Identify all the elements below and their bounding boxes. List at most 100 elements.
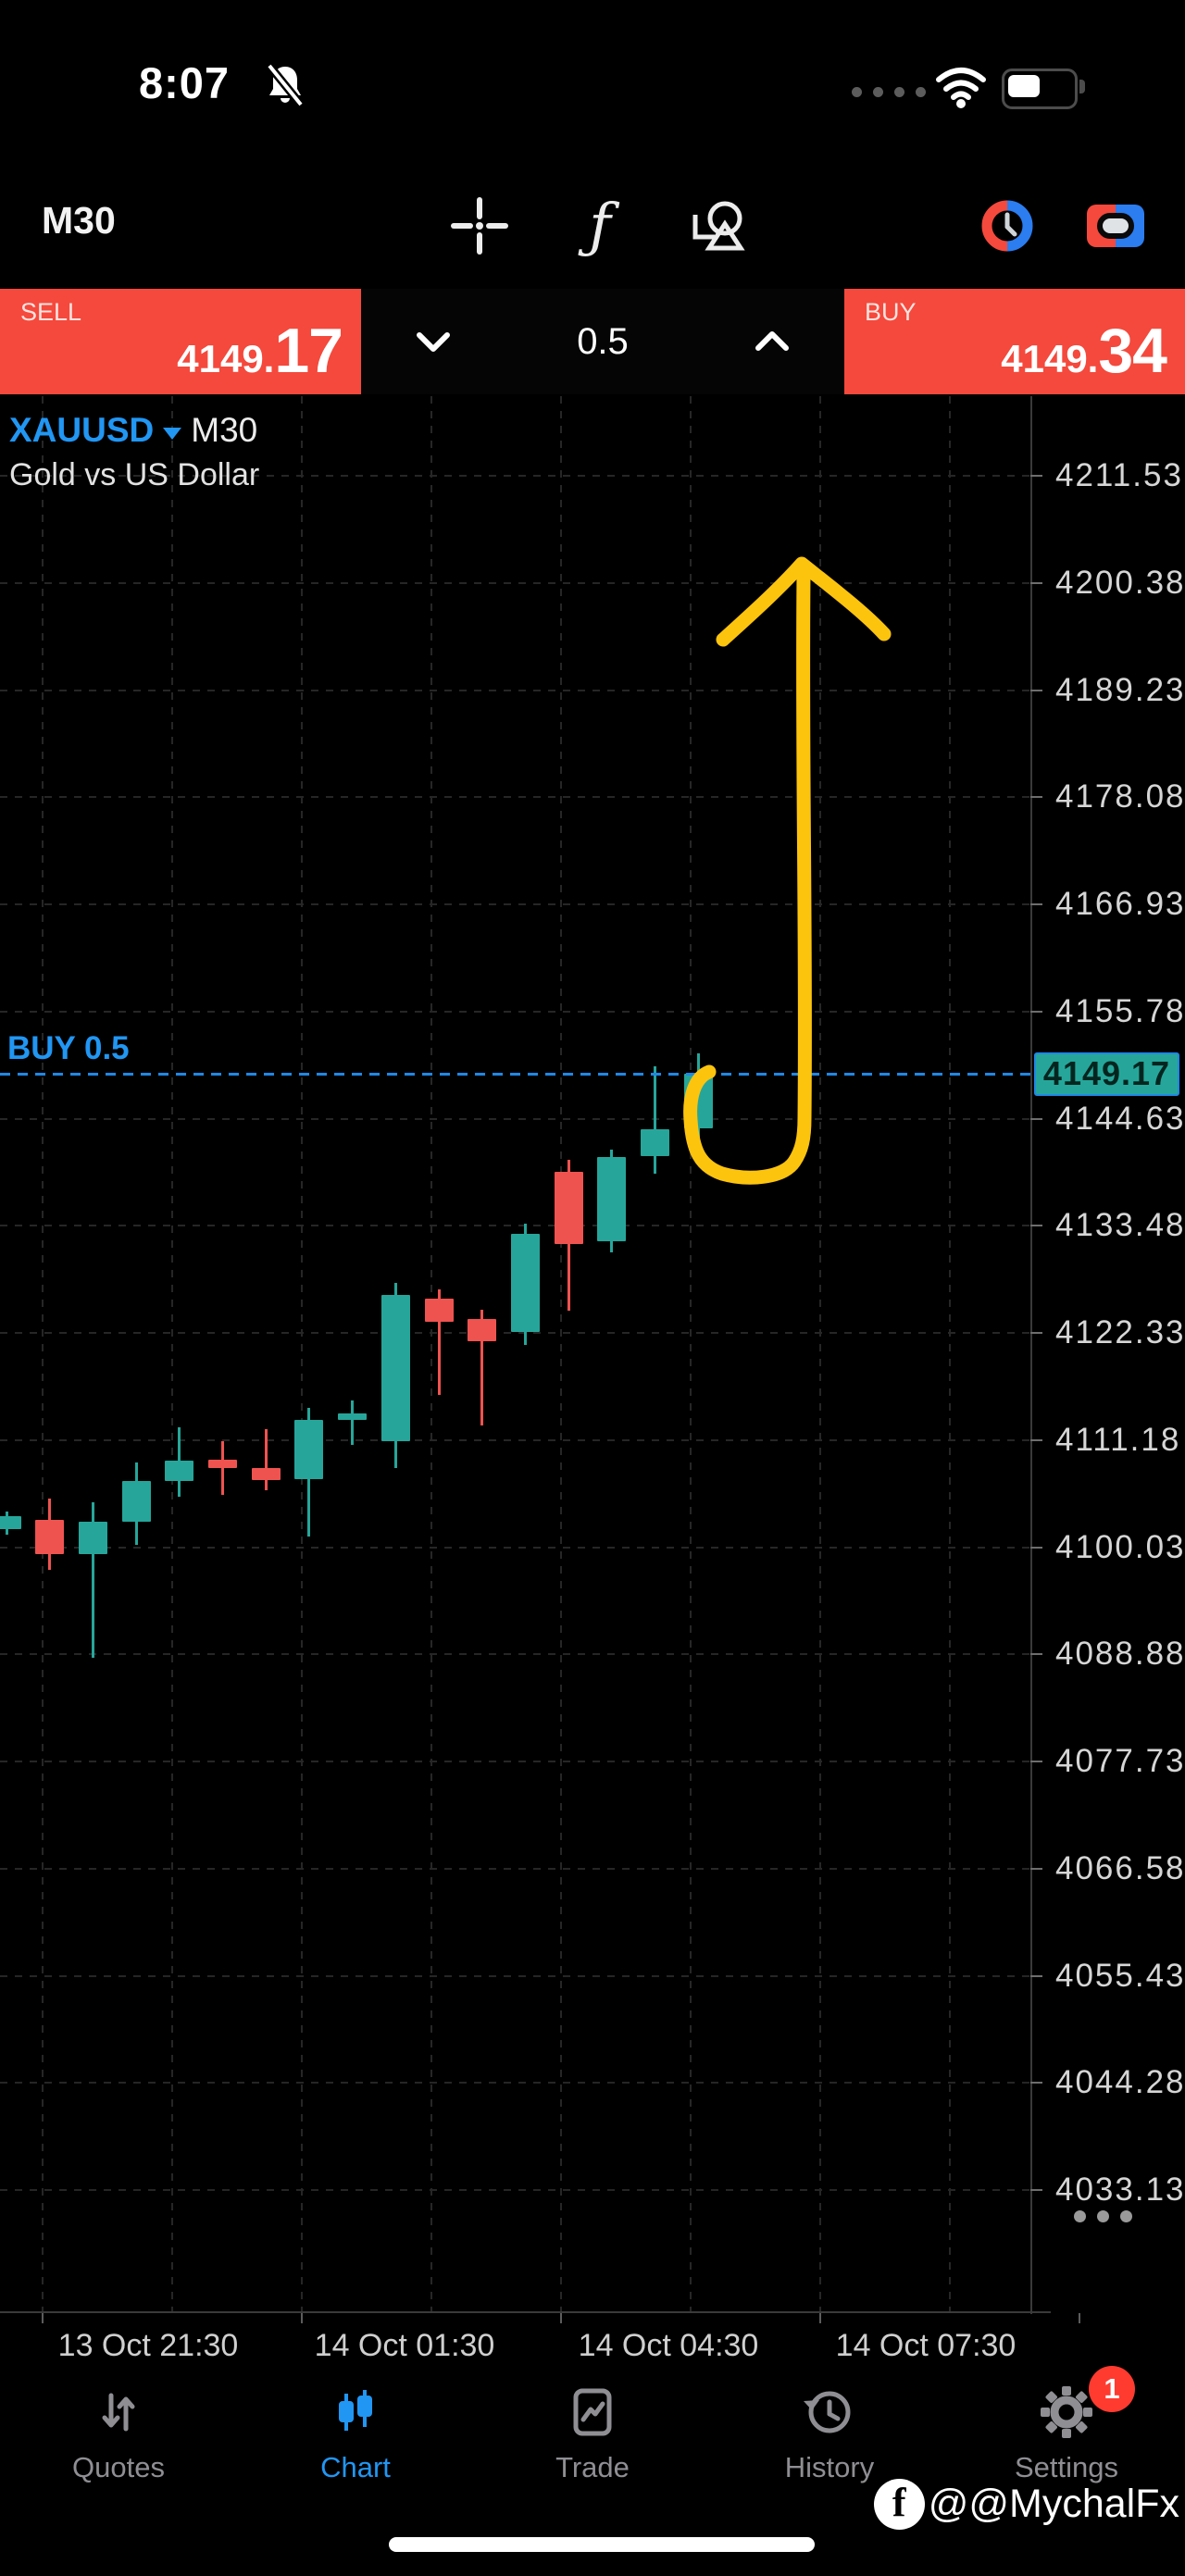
battery-fill — [1008, 75, 1040, 97]
time-tick — [301, 2313, 303, 2323]
price-axis-label: 4200.38 — [1055, 564, 1185, 601]
volume-value[interactable]: 0.5 — [577, 320, 629, 362]
candle-body — [121, 1481, 151, 1522]
buy-position-line[interactable] — [0, 1072, 1030, 1076]
crosshair-tool-button[interactable] — [440, 186, 519, 266]
one-click-trading-button[interactable] — [1076, 186, 1155, 266]
nav-label-quotes: Quotes — [72, 2451, 165, 2483]
time-tick — [42, 2313, 44, 2323]
price-axis-separator — [1030, 396, 1032, 2314]
nav-item-settings[interactable]: Settings 1 — [948, 2366, 1185, 2490]
settings-gear-icon — [1035, 2377, 1098, 2447]
candle-body — [0, 1515, 21, 1530]
price-tick — [1030, 2082, 1042, 2084]
market-hours-button[interactable] — [967, 186, 1047, 266]
timeframe-button[interactable]: M30 — [42, 199, 116, 242]
time-tick — [560, 2313, 562, 2323]
time-axis-separator — [0, 2311, 1051, 2313]
nav-item-chart[interactable]: Chart — [237, 2370, 474, 2490]
price-tick — [1030, 1010, 1042, 1013]
candle-body — [294, 1419, 324, 1480]
signal-dot — [852, 87, 862, 97]
candle-wick — [264, 1429, 268, 1490]
nav-label-history: History — [784, 2451, 875, 2483]
price-axis-label: 4066.58 — [1055, 1849, 1185, 1886]
nav-item-quotes[interactable]: Quotes — [0, 2370, 237, 2490]
position-label: BUY 0.5 — [7, 1030, 130, 1067]
buy-price-main: 4149. — [1001, 337, 1099, 380]
h-gridline — [0, 475, 1030, 477]
history-clock-icon — [800, 2377, 859, 2447]
chart-options-ellipsis[interactable] — [1074, 2210, 1132, 2222]
price-axis-label: 4122.33 — [1055, 1314, 1185, 1350]
price-tick — [1030, 1438, 1042, 1441]
ellipsis-dot — [1074, 2210, 1086, 2222]
price-axis-label: 4189.23 — [1055, 671, 1185, 708]
price-axis-label: 4077.73 — [1055, 1743, 1185, 1779]
crosshair-icon — [451, 197, 508, 255]
bottom-navigation: Quotes Chart Trade — [0, 2366, 1185, 2490]
sell-price: 4149. 17 — [177, 315, 343, 387]
price-tick — [1030, 1653, 1042, 1656]
candle-wick — [221, 1440, 224, 1495]
sell-button[interactable]: SELL 4149. 17 — [0, 289, 361, 394]
candle-wick — [437, 1288, 441, 1395]
h-gridline — [0, 1546, 1030, 1549]
ellipsis-dot — [1097, 2210, 1109, 2222]
candle-body — [251, 1467, 281, 1481]
h-gridline — [0, 1653, 1030, 1656]
battery-nub — [1079, 80, 1085, 93]
time-axis[interactable]: 13 Oct 21:30 14 Oct 01:30 14 Oct 04:30 14 O… — [0, 2311, 1185, 2370]
chart-canvas[interactable]: BUY 0.5 — [0, 396, 1030, 2311]
candle-body — [683, 1074, 713, 1129]
chart-toolbar: M30 ƒ — [0, 162, 1185, 289]
symbol-timeframe: M30 — [191, 411, 258, 449]
candle-body — [641, 1129, 669, 1157]
price-tick — [1030, 1761, 1042, 1762]
trade-toggle-icon — [1087, 205, 1144, 247]
symbol-selector[interactable]: XAUUSD M30 — [9, 411, 257, 450]
h-gridline — [0, 1867, 1030, 1870]
price-axis-label: 4100.03 — [1055, 1528, 1185, 1565]
volume-increase-button[interactable] — [751, 326, 793, 357]
buy-label: BUY — [865, 298, 917, 326]
v-gridline — [560, 396, 562, 2311]
buy-price: 4149. 34 — [1001, 315, 1167, 387]
battery-icon — [1002, 68, 1078, 109]
symbol-description: Gold vs US Dollar — [9, 457, 260, 492]
objects-button[interactable] — [678, 186, 757, 266]
volume-decrease-button[interactable] — [412, 326, 455, 357]
price-tick — [1030, 1225, 1042, 1227]
v-gridline — [171, 396, 173, 2311]
price-tick — [1030, 475, 1042, 477]
candle-body — [380, 1294, 410, 1441]
facebook-icon: f — [873, 2479, 925, 2530]
time-axis-label: 14 Oct 07:30 — [835, 2328, 1017, 2363]
indicators-button[interactable]: ƒ — [560, 186, 640, 266]
price-tick — [1030, 1117, 1042, 1120]
nav-item-history[interactable]: History — [711, 2370, 948, 2490]
v-gridline — [819, 396, 821, 2311]
chart-area: BUY 0.5 XAUUSD M30 Gold vs US Dollar 421… — [0, 396, 1185, 2314]
current-price-badge: 4149.17 — [1034, 1052, 1179, 1096]
price-tick — [1030, 689, 1042, 691]
candle-body — [468, 1318, 497, 1341]
buy-button[interactable]: BUY 4149. 34 — [844, 289, 1185, 394]
price-axis-label: 4133.48 — [1055, 1207, 1185, 1244]
h-gridline — [0, 1438, 1030, 1441]
price-tick — [1030, 2189, 1042, 2191]
time-axis-label: 14 Oct 01:30 — [314, 2328, 495, 2363]
candle-body — [554, 1171, 583, 1244]
home-indicator[interactable] — [389, 2537, 815, 2552]
market-clock-icon — [981, 200, 1033, 252]
price-axis-label: 4166.93 — [1055, 886, 1185, 922]
price-tick — [1030, 1332, 1042, 1334]
candle-body — [424, 1298, 454, 1322]
candle-wick — [91, 1502, 94, 1659]
h-gridline — [0, 1332, 1030, 1334]
function-icon: ƒ — [589, 192, 611, 260]
ellipsis-dot — [1120, 2210, 1132, 2222]
buy-price-frac: 34 — [1098, 316, 1167, 386]
nav-item-trade[interactable]: Trade — [474, 2370, 711, 2490]
time-axis-label: 13 Oct 21:30 — [57, 2328, 239, 2363]
